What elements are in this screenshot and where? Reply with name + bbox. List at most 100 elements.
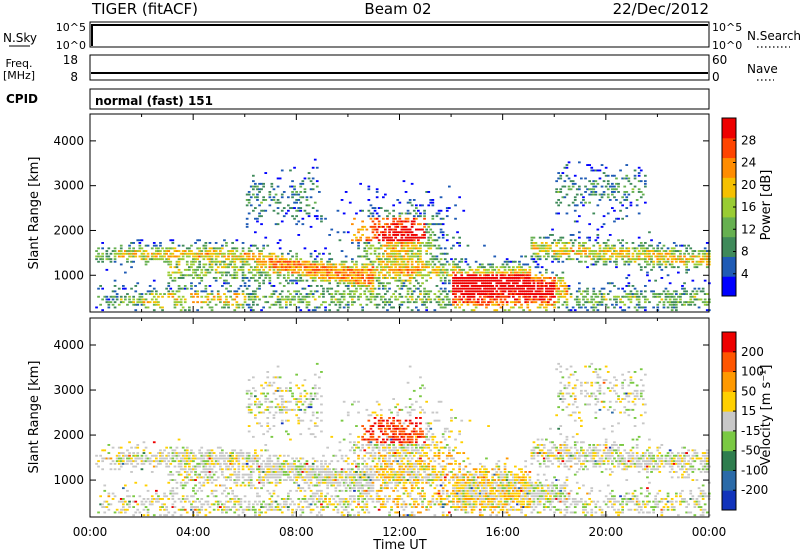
heatmap-cell <box>522 282 525 285</box>
heatmap-cell <box>379 247 383 250</box>
heatmap-cell <box>216 271 220 274</box>
heatmap-cell <box>415 204 418 207</box>
heatmap-cell <box>173 506 177 508</box>
heatmap-cell <box>567 250 571 252</box>
heatmap-cell <box>204 468 208 471</box>
heatmap-cell <box>295 215 298 218</box>
heatmap-cell <box>231 266 234 269</box>
heatmap-cell <box>563 282 567 285</box>
heatmap-cell <box>344 277 348 279</box>
heatmap-cell <box>695 260 699 263</box>
heatmap-cell <box>528 279 532 282</box>
heatmap-cell <box>388 268 391 271</box>
heatmap-cell <box>357 274 360 277</box>
heatmap-cell <box>276 503 280 506</box>
heatmap-cell <box>534 279 538 282</box>
heatmap-cell <box>540 274 544 277</box>
heatmap-cell <box>633 293 637 295</box>
heatmap-cell <box>532 260 536 263</box>
heatmap-cell <box>173 301 177 304</box>
heatmap-cell <box>303 177 307 180</box>
heatmap-cell <box>148 285 152 287</box>
heatmap-cell <box>466 301 470 304</box>
heatmap-cell <box>256 247 259 250</box>
heatmap-cell <box>524 285 527 287</box>
heatmap-cell <box>148 500 152 503</box>
heatmap-cell <box>252 454 255 457</box>
heatmap-cell <box>547 290 550 293</box>
heatmap-cell <box>489 298 492 301</box>
heatmap-cell <box>398 255 402 258</box>
heatmap-cell <box>567 177 571 180</box>
heatmap-cell <box>200 271 204 274</box>
heatmap-cell <box>245 452 249 454</box>
heatmap-cell <box>171 492 175 495</box>
heatmap-cell <box>221 260 224 263</box>
heatmap-cell <box>130 301 133 304</box>
heatmap-cell <box>258 457 261 460</box>
heatmap-cell <box>179 465 183 468</box>
heatmap-cell <box>105 457 109 460</box>
heatmap-cell <box>683 252 686 255</box>
heatmap-cell <box>196 277 199 279</box>
heatmap-cell <box>650 255 653 258</box>
heatmap-cell <box>216 476 220 479</box>
heatmap-cell <box>249 479 253 481</box>
heatmap-cell <box>249 204 253 207</box>
heatmap-cell <box>126 457 129 460</box>
heatmap-cell <box>247 212 251 215</box>
heatmap-cell <box>619 250 622 252</box>
heatmap-cell <box>200 508 204 511</box>
heatmap-cell <box>685 290 688 293</box>
heatmap-cell <box>468 295 472 298</box>
heatmap-cell <box>130 471 133 473</box>
heatmap-cell <box>476 290 480 293</box>
heatmap-cell <box>563 242 567 244</box>
heatmap-cell <box>460 271 464 274</box>
heatmap-cell <box>361 266 364 269</box>
heatmap-cell <box>293 271 296 274</box>
heatmap-cell <box>346 285 350 287</box>
heatmap-cell <box>398 250 402 252</box>
heatmap-cell <box>421 301 424 304</box>
heatmap-cell <box>412 209 416 212</box>
heatmap-cell <box>169 260 173 263</box>
heatmap-cell <box>623 309 627 312</box>
heatmap-cell <box>192 489 195 492</box>
heatmap-cell <box>621 295 624 298</box>
heatmap-cell <box>516 301 519 304</box>
heatmap-cell <box>229 290 232 293</box>
heatmap-cell <box>369 301 373 304</box>
heatmap-cell <box>276 389 280 392</box>
heatmap-cell <box>233 462 237 465</box>
heatmap-cell <box>534 244 538 247</box>
heatmap-cell <box>256 462 259 465</box>
heatmap-cell <box>132 495 135 498</box>
heatmap-cell <box>144 260 148 263</box>
heatmap-cell <box>122 252 125 255</box>
heatmap-cell <box>530 290 534 293</box>
heatmap-cell <box>505 258 509 261</box>
heatmap-cell <box>272 209 276 212</box>
heatmap-cell <box>384 258 387 261</box>
heatmap-cell <box>458 268 461 271</box>
heatmap-cell <box>685 263 688 266</box>
heatmap-cell <box>629 258 633 261</box>
heatmap-cell <box>379 266 383 269</box>
heatmap-cell <box>439 217 443 220</box>
heatmap-cell <box>575 303 579 306</box>
heatmap-cell <box>439 279 443 282</box>
heatmap-cell <box>210 290 214 293</box>
heatmap-cell <box>322 293 325 295</box>
heatmap-cell <box>268 260 272 263</box>
heatmap-cell <box>675 250 678 252</box>
heatmap-cell <box>689 258 693 261</box>
heatmap-cell <box>198 260 201 263</box>
heatmap-cell <box>179 287 183 290</box>
heatmap-cell <box>214 268 218 271</box>
heatmap-cell <box>225 495 228 498</box>
heatmap-cell <box>134 481 138 484</box>
heatmap-cell <box>493 277 497 279</box>
heatmap-cell <box>227 263 230 266</box>
heatmap-cell <box>578 301 581 304</box>
